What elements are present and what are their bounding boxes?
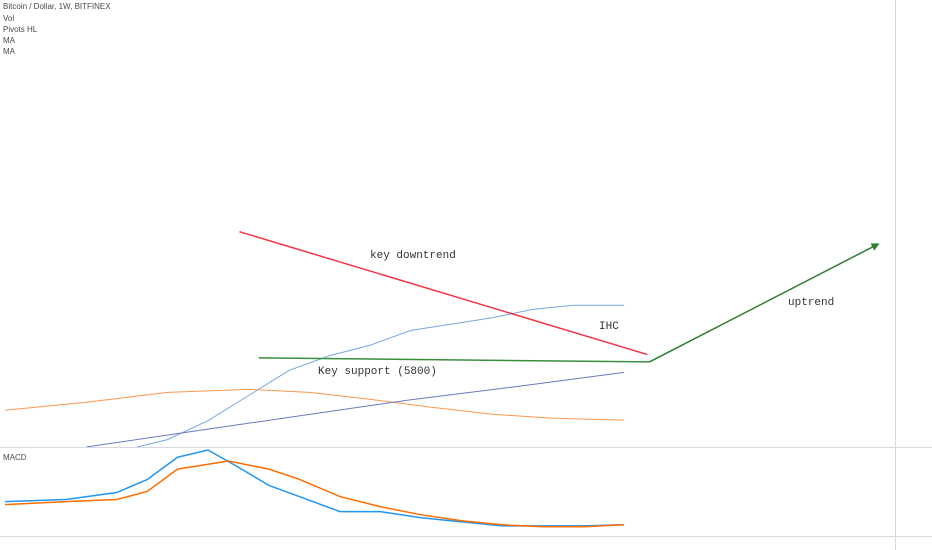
- annotation: Key support (5800): [318, 366, 437, 378]
- legend-item: MA: [3, 36, 16, 45]
- macd-line: [5, 460, 625, 528]
- trend-line: [239, 230, 648, 356]
- legend-item: Vol: [3, 14, 14, 23]
- ma-line: [136, 304, 625, 448]
- symbol-title: Bitcoin / Dollar, 1W, BITFINEX: [3, 2, 111, 11]
- plot: [5, 230, 880, 528]
- indicator-title: MACD: [3, 453, 27, 462]
- volume-ma: [5, 388, 625, 421]
- trend-line: [258, 357, 650, 363]
- trend-line: [649, 243, 880, 363]
- annotation: key downtrend: [370, 250, 456, 262]
- annotation: IHC: [599, 321, 619, 333]
- legend-item: Pivots HL: [3, 25, 38, 34]
- annotation: uptrend: [788, 297, 834, 309]
- legend-item: MA: [3, 47, 16, 56]
- ma-line: [86, 371, 625, 448]
